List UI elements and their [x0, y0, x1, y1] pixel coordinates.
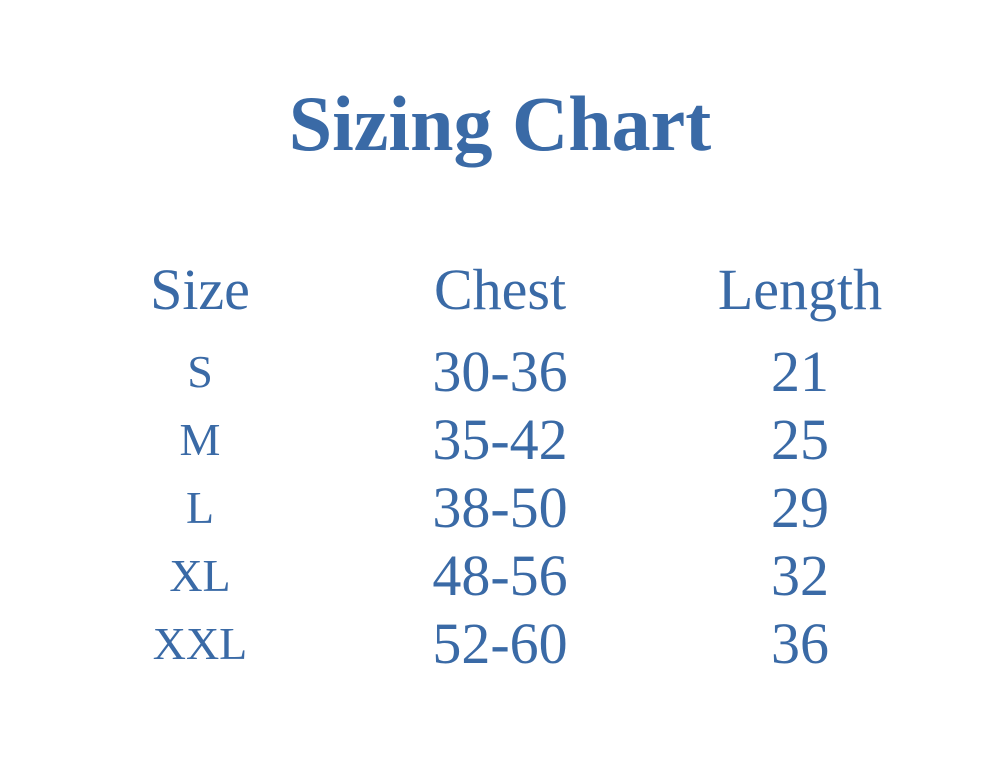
table-cell-size: M [179, 414, 221, 465]
table-cell-chest: 30-36 [432, 339, 568, 404]
table-cell-length: 36 [771, 611, 829, 676]
table-cell-size: L [185, 482, 215, 533]
table-cell-chest: 52-60 [432, 611, 568, 676]
column-header-chest: Chest [433, 257, 567, 322]
table-cell-length: 32 [771, 543, 829, 608]
table-cell-size: XXL [152, 618, 248, 669]
page-title: Sizing Chart [288, 80, 712, 167]
column-header-length: Length [717, 257, 883, 322]
table-cell-size: XL [169, 550, 231, 601]
table-cell-chest: 35-42 [432, 407, 568, 472]
table-cell-size: S [187, 346, 213, 397]
table-cell-length: 29 [771, 475, 829, 540]
table-cell-chest: 48-56 [432, 543, 568, 608]
table-cell-length: 25 [771, 407, 829, 472]
table-cell-chest: 38-50 [432, 475, 568, 540]
column-header-size: Size [150, 257, 250, 322]
table-cell-length: 21 [771, 339, 829, 404]
